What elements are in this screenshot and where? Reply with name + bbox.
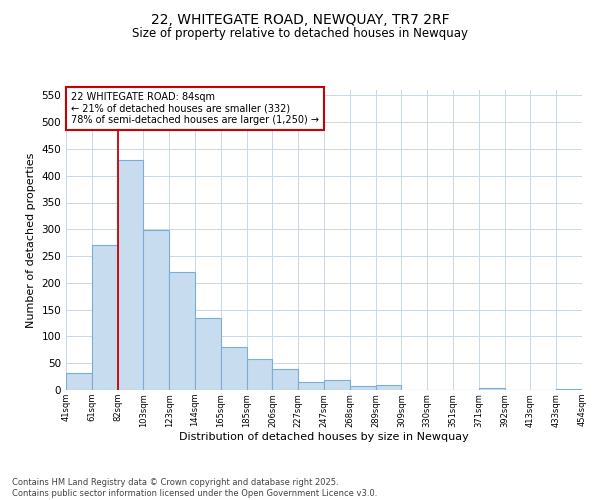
Bar [479, 388, 505, 390]
Text: Contains HM Land Registry data © Crown copyright and database right 2025.
Contai: Contains HM Land Registry data © Crown c… [12, 478, 377, 498]
X-axis label: Distribution of detached houses by size in Newquay: Distribution of detached houses by size … [179, 432, 469, 442]
Bar [118, 160, 143, 390]
Bar [221, 347, 247, 390]
Bar [143, 230, 169, 390]
Bar [169, 272, 195, 390]
Bar [66, 373, 92, 390]
Bar [350, 386, 376, 390]
Bar [376, 384, 401, 390]
Bar [92, 246, 118, 390]
Bar [324, 380, 350, 390]
Bar [556, 389, 582, 390]
Y-axis label: Number of detached properties: Number of detached properties [26, 152, 36, 328]
Text: 22, WHITEGATE ROAD, NEWQUAY, TR7 2RF: 22, WHITEGATE ROAD, NEWQUAY, TR7 2RF [151, 12, 449, 26]
Text: 22 WHITEGATE ROAD: 84sqm
← 21% of detached houses are smaller (332)
78% of semi-: 22 WHITEGATE ROAD: 84sqm ← 21% of detach… [71, 92, 319, 124]
Bar [195, 318, 221, 390]
Bar [272, 368, 298, 390]
Bar [247, 359, 272, 390]
Bar [298, 382, 324, 390]
Text: Size of property relative to detached houses in Newquay: Size of property relative to detached ho… [132, 28, 468, 40]
